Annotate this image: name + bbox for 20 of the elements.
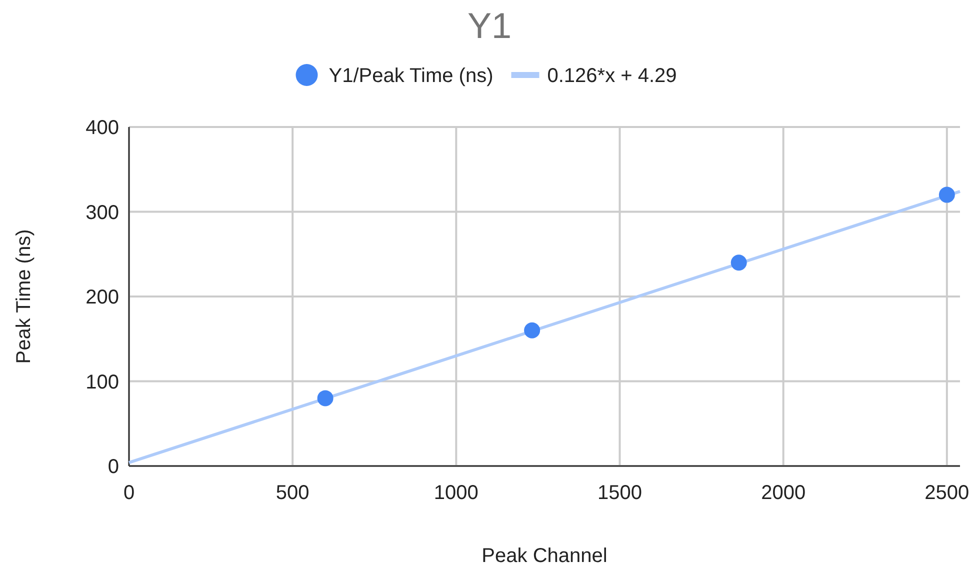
y-tick-label: 200	[86, 286, 119, 308]
legend-label: Y1/Peak Time (ns)	[328, 65, 494, 87]
y-axis-title: Peak Time (ns)	[13, 229, 35, 364]
point	[524, 322, 540, 338]
point	[938, 186, 955, 203]
x-tick-label: 2000	[761, 482, 806, 504]
x-tick-label: 2500	[924, 482, 970, 504]
x-tick-label: 1500	[598, 482, 642, 504]
x-tick-label: 1000	[434, 482, 478, 504]
y-tick-label: 300	[86, 202, 119, 224]
y-tick-label: 0	[108, 456, 119, 478]
x-axis-title: Peak Channel	[482, 545, 608, 567]
y-tick-label: 100	[86, 371, 119, 394]
y-tick-label: 400	[86, 117, 119, 139]
chart-title: Y1	[467, 5, 512, 46]
x-tick-label: 500	[276, 482, 310, 504]
point	[317, 390, 334, 406]
legend-label: 0.126*x + 4.29	[547, 65, 677, 87]
point	[730, 254, 747, 271]
x-tick-label: 0	[123, 482, 135, 504]
